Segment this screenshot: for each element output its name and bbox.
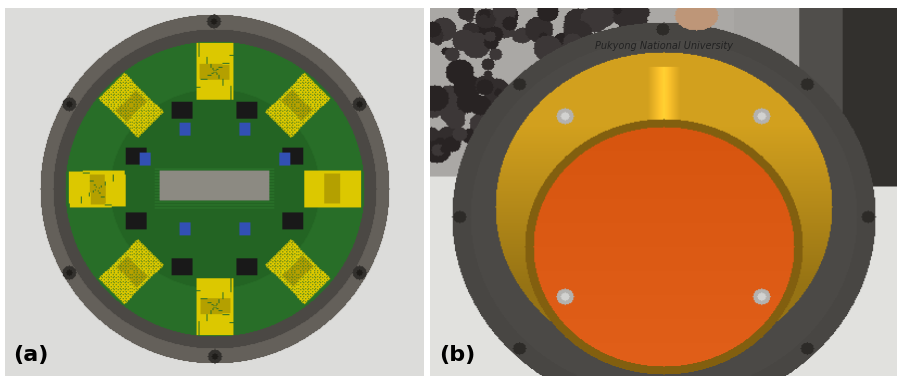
Text: (b): (b): [439, 345, 476, 365]
Text: Pukyong National University: Pukyong National University: [595, 41, 733, 51]
Text: (a): (a): [13, 345, 49, 365]
